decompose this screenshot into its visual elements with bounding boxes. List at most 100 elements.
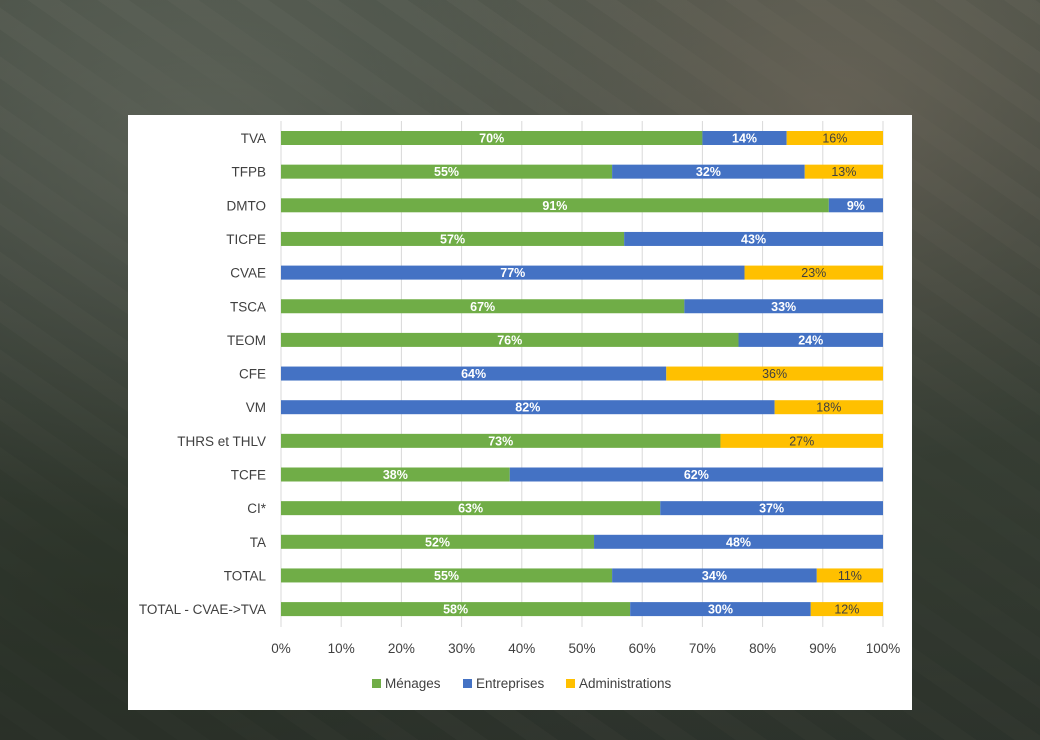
bar-segment xyxy=(774,400,883,415)
bar-segment xyxy=(738,332,883,347)
bar-segment xyxy=(281,568,613,583)
bar-segment xyxy=(281,332,739,347)
legend-label: Administrations xyxy=(579,676,672,691)
category-label: TA xyxy=(250,535,266,550)
legend-swatch xyxy=(463,679,472,688)
category-label: VM xyxy=(246,400,266,415)
data-label: 37% xyxy=(759,502,784,516)
bar-segment xyxy=(281,433,721,448)
bar-segment xyxy=(594,534,883,549)
data-label: 77% xyxy=(500,266,525,280)
bar-segment xyxy=(281,534,595,549)
data-label: 9% xyxy=(847,199,865,213)
category-label: TICPE xyxy=(226,232,266,247)
bar-segment xyxy=(720,433,883,448)
bar-segment xyxy=(281,198,829,213)
data-label: 34% xyxy=(702,569,727,583)
stacked-bar-chart: 70% 14% 16% 55% 32% 13% 91% 9% 57% 43% 77% 23% 67% 33… xyxy=(139,121,900,691)
bar-segment xyxy=(281,400,775,415)
bar-segment xyxy=(804,164,883,179)
bar-segment xyxy=(281,164,613,179)
data-label: 52% xyxy=(425,535,450,549)
category-label: TFPB xyxy=(231,165,266,180)
x-tick-labels: 0% 10% 20% 30% 40% 50% 60% 70% 80% 90% 100% xyxy=(271,641,900,656)
x-tick-label: 80% xyxy=(749,641,776,656)
data-label: 62% xyxy=(684,468,709,482)
bar-segment xyxy=(660,501,883,516)
x-tick-label: 10% xyxy=(328,641,355,656)
bar-segment xyxy=(281,299,685,314)
bars: 70% 14% 16% 55% 32% 13% 91% 9% 57% 43% 77% 23% 67% 33… xyxy=(281,131,883,617)
x-tick-label: 100% xyxy=(866,641,901,656)
x-tick-label: 50% xyxy=(568,641,595,656)
bar-segment xyxy=(281,366,667,381)
data-label: 12% xyxy=(834,603,859,617)
category-label: TOTAL xyxy=(224,568,267,583)
data-label: 58% xyxy=(443,603,468,617)
x-tick-label: 20% xyxy=(388,641,415,656)
category-label: TSCA xyxy=(230,299,266,314)
bar-segment xyxy=(630,602,811,617)
bar-segment xyxy=(509,467,883,482)
category-label: CFE xyxy=(239,367,266,382)
data-label: 33% xyxy=(771,300,796,314)
bar-segment xyxy=(666,366,883,381)
bar-segment xyxy=(281,231,625,246)
data-label: 16% xyxy=(822,132,847,146)
data-label: 13% xyxy=(831,165,856,179)
data-label: 82% xyxy=(515,401,540,415)
data-label: 91% xyxy=(542,199,567,213)
data-label: 76% xyxy=(497,333,522,347)
data-label: 14% xyxy=(732,132,757,146)
x-tick-label: 60% xyxy=(629,641,656,656)
bar-segment xyxy=(828,198,883,213)
bar-segment xyxy=(281,131,703,145)
data-label: 73% xyxy=(488,434,513,448)
category-label: TOTAL - CVAE->TVA xyxy=(139,602,266,617)
x-tick-label: 90% xyxy=(809,641,836,656)
bar-segment xyxy=(281,501,661,516)
category-label: CVAE xyxy=(230,266,266,281)
category-labels: TVA TFPB DMTO TICPE CVAE TSCA TEOM CFE VM THRS et… xyxy=(139,131,267,617)
bar-segment xyxy=(816,568,883,583)
bar-segment xyxy=(744,265,883,280)
bar-segment xyxy=(684,299,883,314)
bar-segment xyxy=(612,568,817,583)
category-label: DMTO xyxy=(227,198,267,213)
category-label: TVA xyxy=(241,131,266,146)
data-label: 27% xyxy=(789,434,814,448)
data-label: 70% xyxy=(479,132,504,146)
data-label: 18% xyxy=(816,401,841,415)
data-label: 57% xyxy=(440,232,465,246)
x-tick-label: 70% xyxy=(689,641,716,656)
data-label: 11% xyxy=(838,569,862,583)
bar-segment xyxy=(702,131,787,145)
bar-segment xyxy=(281,265,745,280)
x-tick-label: 30% xyxy=(448,641,475,656)
data-label: 38% xyxy=(383,468,408,482)
data-label: 63% xyxy=(458,502,483,516)
legend-swatch xyxy=(372,679,381,688)
category-label: TCFE xyxy=(231,468,266,483)
bar-segment xyxy=(281,467,510,482)
data-label: 64% xyxy=(461,367,486,381)
bar-segment xyxy=(624,231,883,246)
legend-label: Entreprises xyxy=(476,676,545,691)
legend-swatch xyxy=(566,679,575,688)
data-label: 67% xyxy=(470,300,495,314)
data-label: 55% xyxy=(434,165,459,179)
category-label: CI* xyxy=(247,501,267,516)
bar-segment xyxy=(281,602,631,617)
chart-panel: 70% 14% 16% 55% 32% 13% 91% 9% 57% 43% 77% 23% 67% 33… xyxy=(128,115,912,710)
data-label: 23% xyxy=(801,266,826,280)
bar-segment xyxy=(612,164,805,179)
data-label: 32% xyxy=(696,165,721,179)
data-label: 30% xyxy=(708,603,733,617)
data-label: 43% xyxy=(741,232,766,246)
data-label: 24% xyxy=(798,333,823,347)
category-label: THRS et THLV xyxy=(177,434,266,449)
bar-segment xyxy=(786,131,883,145)
x-tick-label: 0% xyxy=(271,641,291,656)
data-label: 36% xyxy=(762,367,787,381)
bar-segment xyxy=(810,602,883,617)
